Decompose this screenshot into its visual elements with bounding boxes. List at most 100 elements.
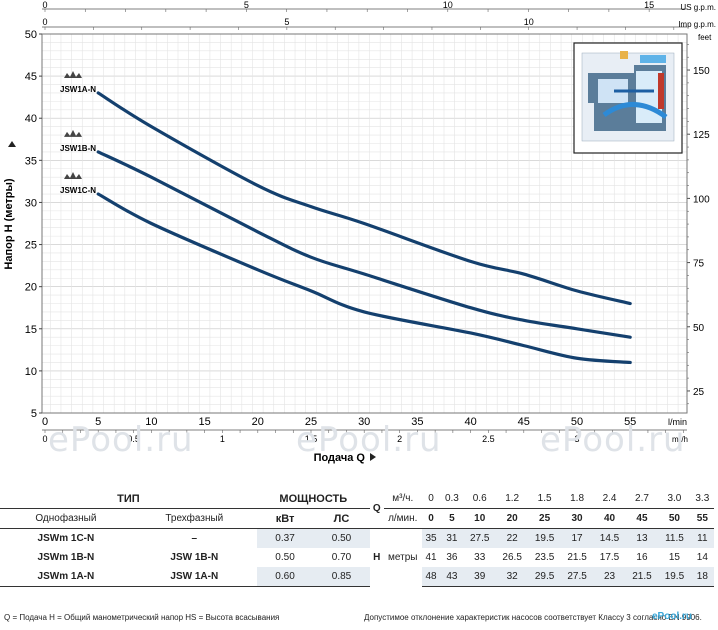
imp-gpm-unit-label: Imp g.p.m. <box>678 20 716 29</box>
row2-three: JSW 1A-N <box>131 567 257 587</box>
lmin-tick-label: 40 <box>464 416 476 428</box>
q-lmin-0: 0 <box>421 508 441 529</box>
row1-h-7: 16 <box>636 552 648 563</box>
q-lmin-9: 55 <box>690 508 714 529</box>
q-m3h-4: 1.5 <box>528 489 561 509</box>
row0-single: JSWm 1C-N <box>37 533 95 544</box>
m3h-tick-label: 3 <box>574 434 579 444</box>
feet-tick-label: 100 <box>693 194 710 205</box>
row2-kw: 0.60 <box>256 567 314 587</box>
q-lmin-5: 30 <box>560 508 594 529</box>
lmin-tick-label: 10 <box>145 416 157 428</box>
y-tick-label: 20 <box>25 282 37 294</box>
header-power: МОЩНОСТЬ <box>256 489 370 509</box>
header-lmin: л/мин. <box>383 508 422 529</box>
m3h-tick-label: 1 <box>220 434 225 444</box>
imp-gpm-tick-label: 10 <box>524 17 534 27</box>
row0-h-5: 17 <box>560 528 594 548</box>
series-label-jsw1b-n: JSW1B-N <box>60 144 96 153</box>
lmin-tick-label: 15 <box>198 416 210 428</box>
row2-single: JSWm 1A-N <box>0 567 132 587</box>
header-three-phase: Трехфазный <box>131 508 257 529</box>
crown-icon <box>64 129 82 137</box>
row0-kw: 0.37 <box>256 528 314 548</box>
brand-footer: ePool.ru <box>652 611 693 622</box>
row1-h-2: 33 <box>474 552 486 563</box>
series-label-jsw1c-n: JSW1C-N <box>60 186 96 195</box>
feet-tick-label: 150 <box>693 66 710 77</box>
row0-h-1: 31 <box>440 528 464 548</box>
m3h-tick-label: 2 <box>397 434 402 444</box>
row1-single: JSWm 1B-N <box>37 552 95 563</box>
row0-h-9: 11 <box>690 528 714 548</box>
m3h-tick-label: 1.5 <box>305 434 318 444</box>
y-tick-label: 35 <box>25 155 37 167</box>
us-gpm-tick-label: 0 <box>42 0 47 10</box>
lmin-tick-label: 20 <box>252 416 264 428</box>
y-tick-label: 25 <box>25 240 37 252</box>
crown-icon <box>64 172 82 180</box>
row1-h-9: 14 <box>696 552 708 563</box>
us-gpm-tick-label: 15 <box>644 0 654 10</box>
lmin-tick-label: 45 <box>518 416 530 428</box>
row1-h-5: 21.5 <box>567 552 587 563</box>
q-m3h-9: 3.3 <box>690 489 714 509</box>
imp-gpm-tick-label: 0 <box>42 17 47 27</box>
q-m3h-8: 3.0 <box>658 489 691 509</box>
y-tick-label: 5 <box>31 408 37 420</box>
series-label-jsw1a-n: JSW1A-N <box>60 85 96 94</box>
footnote-legend: Q = Подача H = Общий манометрический нап… <box>4 613 280 622</box>
row0-h-8: 11.5 <box>658 528 691 548</box>
header-meters: метры <box>388 552 418 564</box>
lmin-tick-label: 35 <box>411 416 423 428</box>
feet-tick-label: 125 <box>693 130 710 141</box>
imp-gpm-tick-label: 5 <box>284 17 289 27</box>
row2-h-7: 21.5 <box>625 567 659 587</box>
feet-unit-label: feet <box>698 33 712 42</box>
pump-cutaway-inset <box>573 42 683 154</box>
us-gpm-tick-label: 10 <box>443 0 453 10</box>
series-labels: JSW1A-N JSW1B-N JSW1C-N <box>60 70 96 195</box>
lmin-tick-label: 50 <box>571 416 583 428</box>
row0-h-6: 14.5 <box>593 528 626 548</box>
row1-h-3: 26.5 <box>502 552 522 563</box>
q-lmin-7: 45 <box>625 508 659 529</box>
m3h-unit-label: m³/h <box>672 435 688 444</box>
footnote-tolerance: Допустимое отклонение характеристик насо… <box>364 613 702 622</box>
header-hp: ЛС <box>313 508 370 529</box>
row2-h-2: 39 <box>463 567 496 587</box>
y-axis-label: Напор H (метры) <box>3 178 15 269</box>
lmin-unit-label: l/min <box>668 417 687 427</box>
q-m3h-5: 1.8 <box>560 489 594 509</box>
performance-table: ТИП МОЩНОСТЬ Q м³/ч. 0 0.3 0.6 1.2 1.5 1… <box>0 489 718 587</box>
m3h-tick-label: 0.5 <box>127 434 140 444</box>
row1-kw: 0.50 <box>275 552 295 563</box>
y-axis-arrow-icon <box>8 141 16 147</box>
row2-h-1: 43 <box>440 567 464 587</box>
q-m3h-0: 0 <box>421 489 441 509</box>
row1-h-1: 36 <box>446 552 458 563</box>
row1-h-4: 23.5 <box>534 552 555 563</box>
row2-h-0: 48 <box>421 567 441 587</box>
series-line-jsw1b-n <box>96 150 632 339</box>
feet-tick-label: 50 <box>693 323 705 334</box>
us-gpm-tick-label: 5 <box>244 0 249 10</box>
row0-hp: 0.50 <box>313 528 370 548</box>
x-axis-label: Подача Q <box>314 452 366 464</box>
chart-series <box>96 91 632 365</box>
q-lmin-6: 40 <box>593 508 626 529</box>
header-m3h: м³/ч. <box>383 489 422 509</box>
y-tick-label: 15 <box>25 324 37 336</box>
row0-h-7: 13 <box>625 528 659 548</box>
row2-h-3: 32 <box>495 567 529 587</box>
header-kw: кВт <box>256 508 314 529</box>
m3h-tick-label: 2.5 <box>482 434 495 444</box>
series-line-jsw1a-n <box>96 91 632 306</box>
us-gpm-unit-label: US g.p.m. <box>680 3 716 12</box>
y-tick-label: 45 <box>25 71 37 83</box>
y-tick-label: 50 <box>25 29 37 41</box>
feet-tick-label: 75 <box>693 259 705 270</box>
row1-hp: 0.70 <box>331 552 352 563</box>
q-m3h-6: 2.4 <box>593 489 626 509</box>
